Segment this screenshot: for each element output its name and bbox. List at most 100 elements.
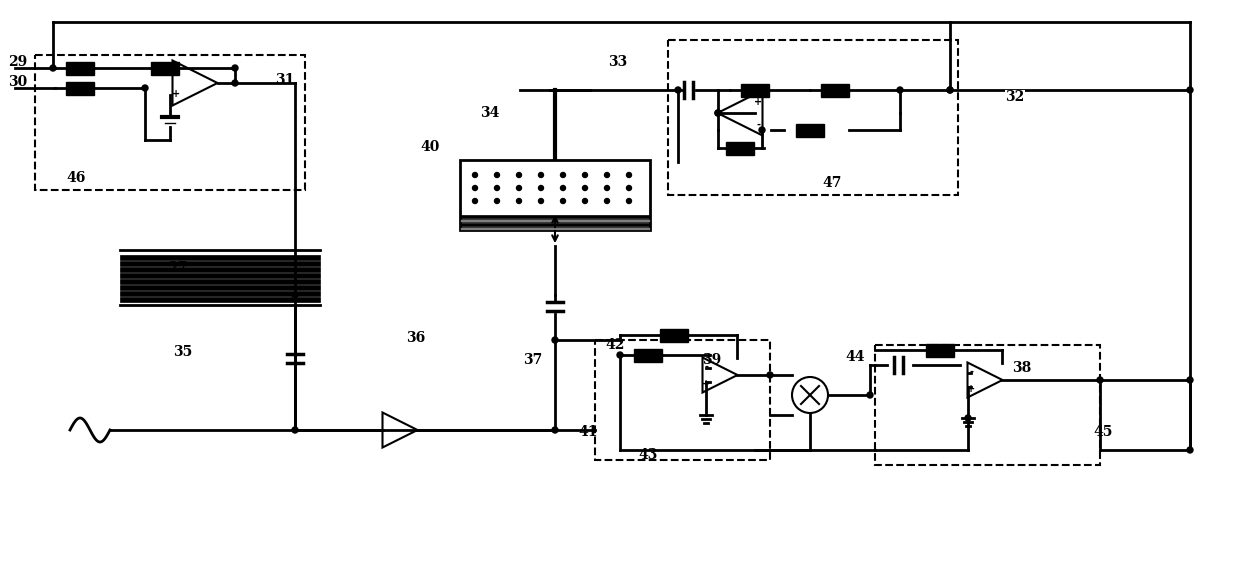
Circle shape — [232, 65, 238, 71]
Circle shape — [50, 65, 56, 71]
Text: 34: 34 — [481, 106, 499, 120]
Text: 29: 29 — [9, 55, 27, 69]
Bar — [460, 215, 650, 218]
Circle shape — [494, 185, 499, 190]
Bar — [926, 344, 954, 356]
Circle shape — [494, 198, 499, 203]
Circle shape — [517, 173, 522, 177]
Circle shape — [627, 173, 632, 177]
Text: 31: 31 — [275, 73, 295, 87]
Circle shape — [1097, 377, 1103, 383]
Text: +: + — [968, 384, 975, 394]
Circle shape — [517, 185, 522, 190]
Circle shape — [582, 185, 587, 190]
Bar — [460, 219, 650, 222]
Circle shape — [539, 198, 544, 203]
Bar — [460, 160, 650, 230]
Bar — [460, 223, 650, 226]
Text: 39: 39 — [703, 353, 721, 367]
Bar — [595, 340, 769, 460]
Text: 42: 42 — [606, 338, 624, 352]
Circle shape — [560, 185, 565, 190]
Bar — [634, 348, 662, 361]
Bar — [741, 83, 769, 96]
Circle shape — [715, 110, 721, 116]
Bar — [35, 55, 305, 190]
Circle shape — [675, 87, 681, 93]
Text: -: - — [969, 367, 974, 376]
Text: +: + — [172, 89, 181, 99]
Circle shape — [560, 173, 565, 177]
Text: 28: 28 — [584, 185, 602, 199]
Text: 44: 44 — [845, 350, 865, 364]
Circle shape — [539, 173, 544, 177]
Text: 45: 45 — [1093, 425, 1113, 439]
Circle shape — [472, 173, 477, 177]
Circle shape — [767, 372, 773, 378]
Bar — [120, 267, 320, 272]
Circle shape — [560, 198, 565, 203]
Circle shape — [232, 80, 238, 86]
Circle shape — [292, 292, 299, 298]
Text: 40: 40 — [420, 140, 440, 154]
Circle shape — [472, 185, 477, 190]
Circle shape — [617, 352, 623, 358]
Text: 46: 46 — [67, 171, 85, 185]
Bar — [120, 297, 320, 302]
Circle shape — [867, 392, 873, 398]
Text: -: - — [175, 67, 178, 77]
Text: 38: 38 — [1012, 361, 1032, 375]
Text: 37: 37 — [523, 353, 543, 367]
Bar — [120, 273, 320, 278]
Text: 36: 36 — [406, 331, 426, 345]
Text: 27: 27 — [169, 261, 187, 275]
Circle shape — [1187, 377, 1193, 383]
Circle shape — [142, 85, 147, 91]
Circle shape — [965, 415, 971, 421]
Circle shape — [539, 185, 544, 190]
Circle shape — [1187, 87, 1193, 93]
Text: 35: 35 — [173, 345, 192, 359]
Circle shape — [897, 87, 903, 93]
Bar — [460, 227, 650, 230]
Bar — [151, 62, 178, 75]
Bar — [726, 141, 755, 154]
Circle shape — [627, 198, 632, 203]
Bar — [120, 255, 320, 260]
Circle shape — [582, 198, 587, 203]
Circle shape — [1187, 447, 1193, 453]
Text: -: - — [757, 119, 761, 129]
Text: -: - — [705, 361, 709, 371]
Bar — [120, 285, 320, 290]
Bar — [875, 345, 1100, 465]
Circle shape — [472, 198, 477, 203]
Bar — [66, 62, 94, 75]
Circle shape — [517, 198, 522, 203]
Circle shape — [605, 198, 610, 203]
Text: +: + — [755, 97, 762, 107]
Circle shape — [494, 173, 499, 177]
Circle shape — [947, 87, 953, 93]
Circle shape — [553, 427, 558, 433]
Text: 41: 41 — [579, 425, 597, 439]
Circle shape — [553, 337, 558, 343]
Bar — [821, 83, 849, 96]
Text: 33: 33 — [608, 55, 628, 69]
Bar — [795, 124, 824, 136]
Bar — [120, 261, 320, 266]
Circle shape — [947, 87, 953, 93]
Circle shape — [292, 427, 299, 433]
Circle shape — [605, 173, 610, 177]
Circle shape — [715, 110, 721, 116]
Text: 47: 47 — [823, 176, 841, 190]
Text: 32: 32 — [1005, 90, 1025, 104]
Circle shape — [627, 185, 632, 190]
Text: +: + — [703, 378, 710, 389]
Circle shape — [582, 173, 587, 177]
Bar — [660, 328, 688, 341]
Bar — [66, 82, 94, 95]
Bar — [120, 279, 320, 284]
Text: 43: 43 — [638, 448, 658, 462]
Bar — [668, 40, 958, 195]
Circle shape — [605, 185, 610, 190]
